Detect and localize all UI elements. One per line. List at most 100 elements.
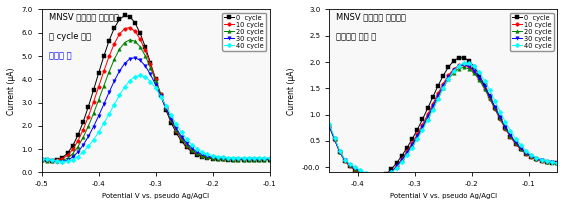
- 20 cycle: [435, 96, 442, 99]
- 40 cycle: [507, 130, 514, 132]
- 10 cycle: [250, 158, 257, 160]
- 30 cycle: [409, 144, 416, 146]
- 0  cycle: [409, 138, 416, 140]
- 30 cycle: [214, 157, 221, 159]
- 10 cycle: [59, 157, 66, 160]
- 0  cycle: [331, 137, 338, 140]
- 0  cycle: [142, 46, 149, 48]
- 40 cycle: [326, 123, 333, 126]
- 20 cycle: [261, 158, 268, 161]
- 20 cycle: [80, 136, 86, 139]
- 20 cycle: [183, 144, 190, 146]
- 0  cycle: [523, 152, 530, 155]
- 20 cycle: [69, 152, 76, 155]
- 0  cycle: [517, 148, 524, 151]
- 10 cycle: [455, 64, 462, 67]
- 10 cycle: [209, 157, 216, 159]
- 20 cycle: [111, 58, 118, 61]
- 20 cycle: [533, 158, 540, 160]
- 30 cycle: [240, 158, 247, 160]
- 30 cycle: [512, 141, 519, 144]
- 10 cycle: [538, 159, 545, 162]
- 0  cycle: [49, 159, 55, 162]
- 10 cycle: [357, 172, 364, 174]
- 40 cycle: [100, 122, 107, 125]
- 30 cycle: [533, 157, 540, 160]
- 0  cycle: [538, 160, 545, 162]
- 0  cycle: [235, 158, 242, 161]
- 0  cycle: [512, 143, 519, 145]
- 10 cycle: [261, 158, 268, 160]
- 20 cycle: [240, 158, 247, 161]
- 0  cycle: [204, 157, 211, 159]
- 20 cycle: [476, 79, 483, 81]
- 10 cycle: [126, 26, 133, 29]
- 10 cycle: [507, 136, 514, 138]
- 20 cycle: [455, 67, 462, 70]
- 40 cycle: [435, 98, 442, 100]
- 10 cycle: [116, 33, 123, 35]
- 20 cycle: [152, 80, 159, 82]
- 30 cycle: [245, 158, 252, 160]
- 0  cycle: [533, 158, 540, 160]
- 30 cycle: [157, 95, 164, 98]
- 0  cycle: [481, 84, 488, 87]
- 20 cycle: [126, 39, 133, 41]
- 10 cycle: [69, 148, 76, 151]
- 10 cycle: [80, 129, 86, 131]
- 0  cycle: [178, 140, 185, 143]
- 30 cycle: [378, 177, 385, 179]
- 30 cycle: [59, 160, 66, 163]
- 0  cycle: [466, 60, 473, 62]
- 0  cycle: [398, 154, 405, 157]
- 30 cycle: [362, 173, 369, 176]
- 10 cycle: [341, 159, 348, 162]
- 40 cycle: [266, 157, 273, 159]
- 30 cycle: [471, 69, 478, 72]
- 30 cycle: [336, 150, 343, 153]
- Line: 0  cycle: 0 cycle: [328, 56, 559, 180]
- 0  cycle: [404, 147, 411, 149]
- 40 cycle: [554, 162, 561, 164]
- Legend: 0  cycle, 10 cycle, 20 cycle, 30 cycle, 40 cycle: 0 cycle, 10 cycle, 20 cycle, 30 cycle, 4…: [222, 13, 266, 51]
- 40 cycle: [147, 80, 154, 83]
- 40 cycle: [512, 138, 519, 140]
- 40 cycle: [383, 174, 390, 177]
- 20 cycle: [424, 117, 431, 119]
- 10 cycle: [347, 165, 354, 167]
- 0  cycle: [157, 94, 164, 97]
- 40 cycle: [341, 158, 348, 161]
- Text: MNSV 바이러스 유전자가: MNSV 바이러스 유전자가: [49, 13, 118, 22]
- 10 cycle: [326, 126, 333, 128]
- 40 cycle: [414, 138, 421, 140]
- 10 cycle: [219, 157, 226, 160]
- 30 cycle: [414, 135, 421, 137]
- 10 cycle: [157, 93, 164, 95]
- 10 cycle: [476, 78, 483, 81]
- 20 cycle: [429, 107, 436, 109]
- 0  cycle: [440, 74, 447, 77]
- 30 cycle: [419, 125, 426, 128]
- 20 cycle: [188, 149, 195, 151]
- 10 cycle: [367, 177, 374, 180]
- Text: 존재하지 않을 때: 존재하지 않을 때: [336, 32, 376, 41]
- 10 cycle: [178, 138, 185, 140]
- 20 cycle: [388, 171, 395, 174]
- 40 cycle: [54, 160, 61, 162]
- 20 cycle: [492, 107, 499, 110]
- 0  cycle: [549, 161, 556, 164]
- 20 cycle: [497, 117, 504, 120]
- 10 cycle: [388, 171, 395, 173]
- 20 cycle: [383, 175, 390, 178]
- Y-axis label: Current (μA): Current (μA): [288, 67, 297, 115]
- 20 cycle: [209, 157, 216, 160]
- 20 cycle: [157, 93, 164, 96]
- 40 cycle: [367, 174, 374, 176]
- 20 cycle: [59, 159, 66, 162]
- 10 cycle: [502, 128, 509, 130]
- 0  cycle: [347, 165, 354, 167]
- 0  cycle: [543, 161, 550, 163]
- 30 cycle: [188, 147, 195, 149]
- 0  cycle: [250, 158, 257, 161]
- 0  cycle: [116, 18, 123, 21]
